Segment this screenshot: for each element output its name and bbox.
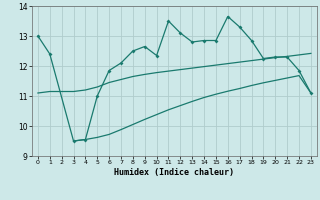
X-axis label: Humidex (Indice chaleur): Humidex (Indice chaleur) — [115, 168, 234, 177]
